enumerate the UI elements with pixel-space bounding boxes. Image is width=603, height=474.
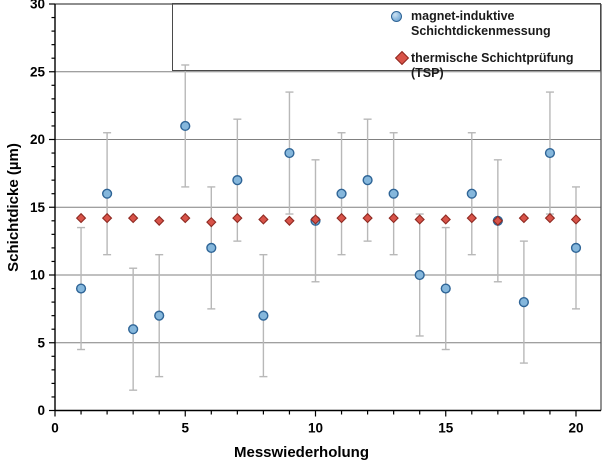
data-point-tsp	[310, 214, 321, 225]
y-tick-label: 30	[30, 0, 45, 12]
legend-entry-magnet: magnet-induktive Schichtdickenmessung	[411, 9, 589, 39]
data-point-tsp	[362, 212, 373, 224]
y-tick-label: 25	[30, 64, 46, 79]
data-point-tsp	[336, 212, 347, 224]
x-tick-label: 10	[308, 421, 323, 436]
data-point-tsp	[570, 214, 582, 225]
data-point-tsp	[518, 212, 530, 224]
data-point-tsp	[258, 214, 269, 225]
data-point-magnet	[466, 188, 477, 199]
data-point-magnet	[75, 283, 87, 294]
x-tick-label: 20	[568, 421, 583, 436]
y-tick-label: 5	[37, 335, 45, 350]
legend-diamond-marker-icon	[394, 50, 410, 66]
data-point-magnet	[101, 188, 113, 199]
data-point-magnet	[388, 188, 399, 199]
data-point-tsp	[206, 216, 217, 228]
data-point-magnet	[362, 175, 373, 186]
data-point-magnet	[440, 283, 451, 294]
data-point-tsp	[440, 214, 451, 225]
y-tick-label: 10	[30, 268, 45, 283]
y-tick-label: 20	[30, 132, 45, 147]
x-tick-label: 15	[438, 421, 454, 436]
legend-label-tsp: thermische Schichtprüfung (TSP)	[411, 51, 574, 80]
data-point-tsp	[414, 214, 425, 225]
data-point-tsp	[154, 215, 165, 226]
data-point-magnet	[518, 297, 529, 308]
data-point-tsp	[544, 212, 556, 224]
data-point-magnet	[180, 120, 191, 132]
data-point-tsp	[466, 212, 477, 224]
x-tick-label: 5	[181, 421, 189, 436]
data-point-magnet	[284, 147, 295, 159]
data-point-tsp	[180, 212, 191, 224]
x-axis-title: Messwiederholung	[233, 444, 370, 461]
data-point-tsp	[127, 212, 139, 224]
data-point-magnet	[258, 310, 269, 321]
data-point-magnet	[128, 324, 139, 335]
legend-label-magnet: magnet-induktive Schichtdickenmessung	[411, 9, 551, 38]
data-point-magnet	[336, 188, 347, 199]
data-point-magnet	[232, 175, 243, 186]
x-tick-label: 0	[51, 421, 59, 436]
data-point-magnet	[570, 242, 582, 254]
data-point-magnet	[206, 242, 217, 254]
data-point-tsp	[232, 212, 243, 224]
data-point-tsp	[492, 215, 504, 226]
data-point-tsp	[101, 212, 113, 224]
legend: magnet-induktive Schichtdickenmessung th…	[172, 3, 601, 80]
y-tick-label: 15	[30, 200, 46, 215]
legend-entry-tsp: thermische Schichtprüfung (TSP)	[411, 51, 599, 81]
data-point-magnet	[154, 310, 165, 321]
legend-circle-marker-icon	[391, 11, 402, 22]
data-point-tsp	[75, 212, 87, 224]
data-point-tsp	[388, 212, 399, 224]
data-point-magnet	[544, 147, 556, 159]
data-point-tsp	[284, 215, 295, 226]
y-tick-label: 0	[37, 403, 45, 418]
data-point-magnet	[414, 269, 425, 281]
